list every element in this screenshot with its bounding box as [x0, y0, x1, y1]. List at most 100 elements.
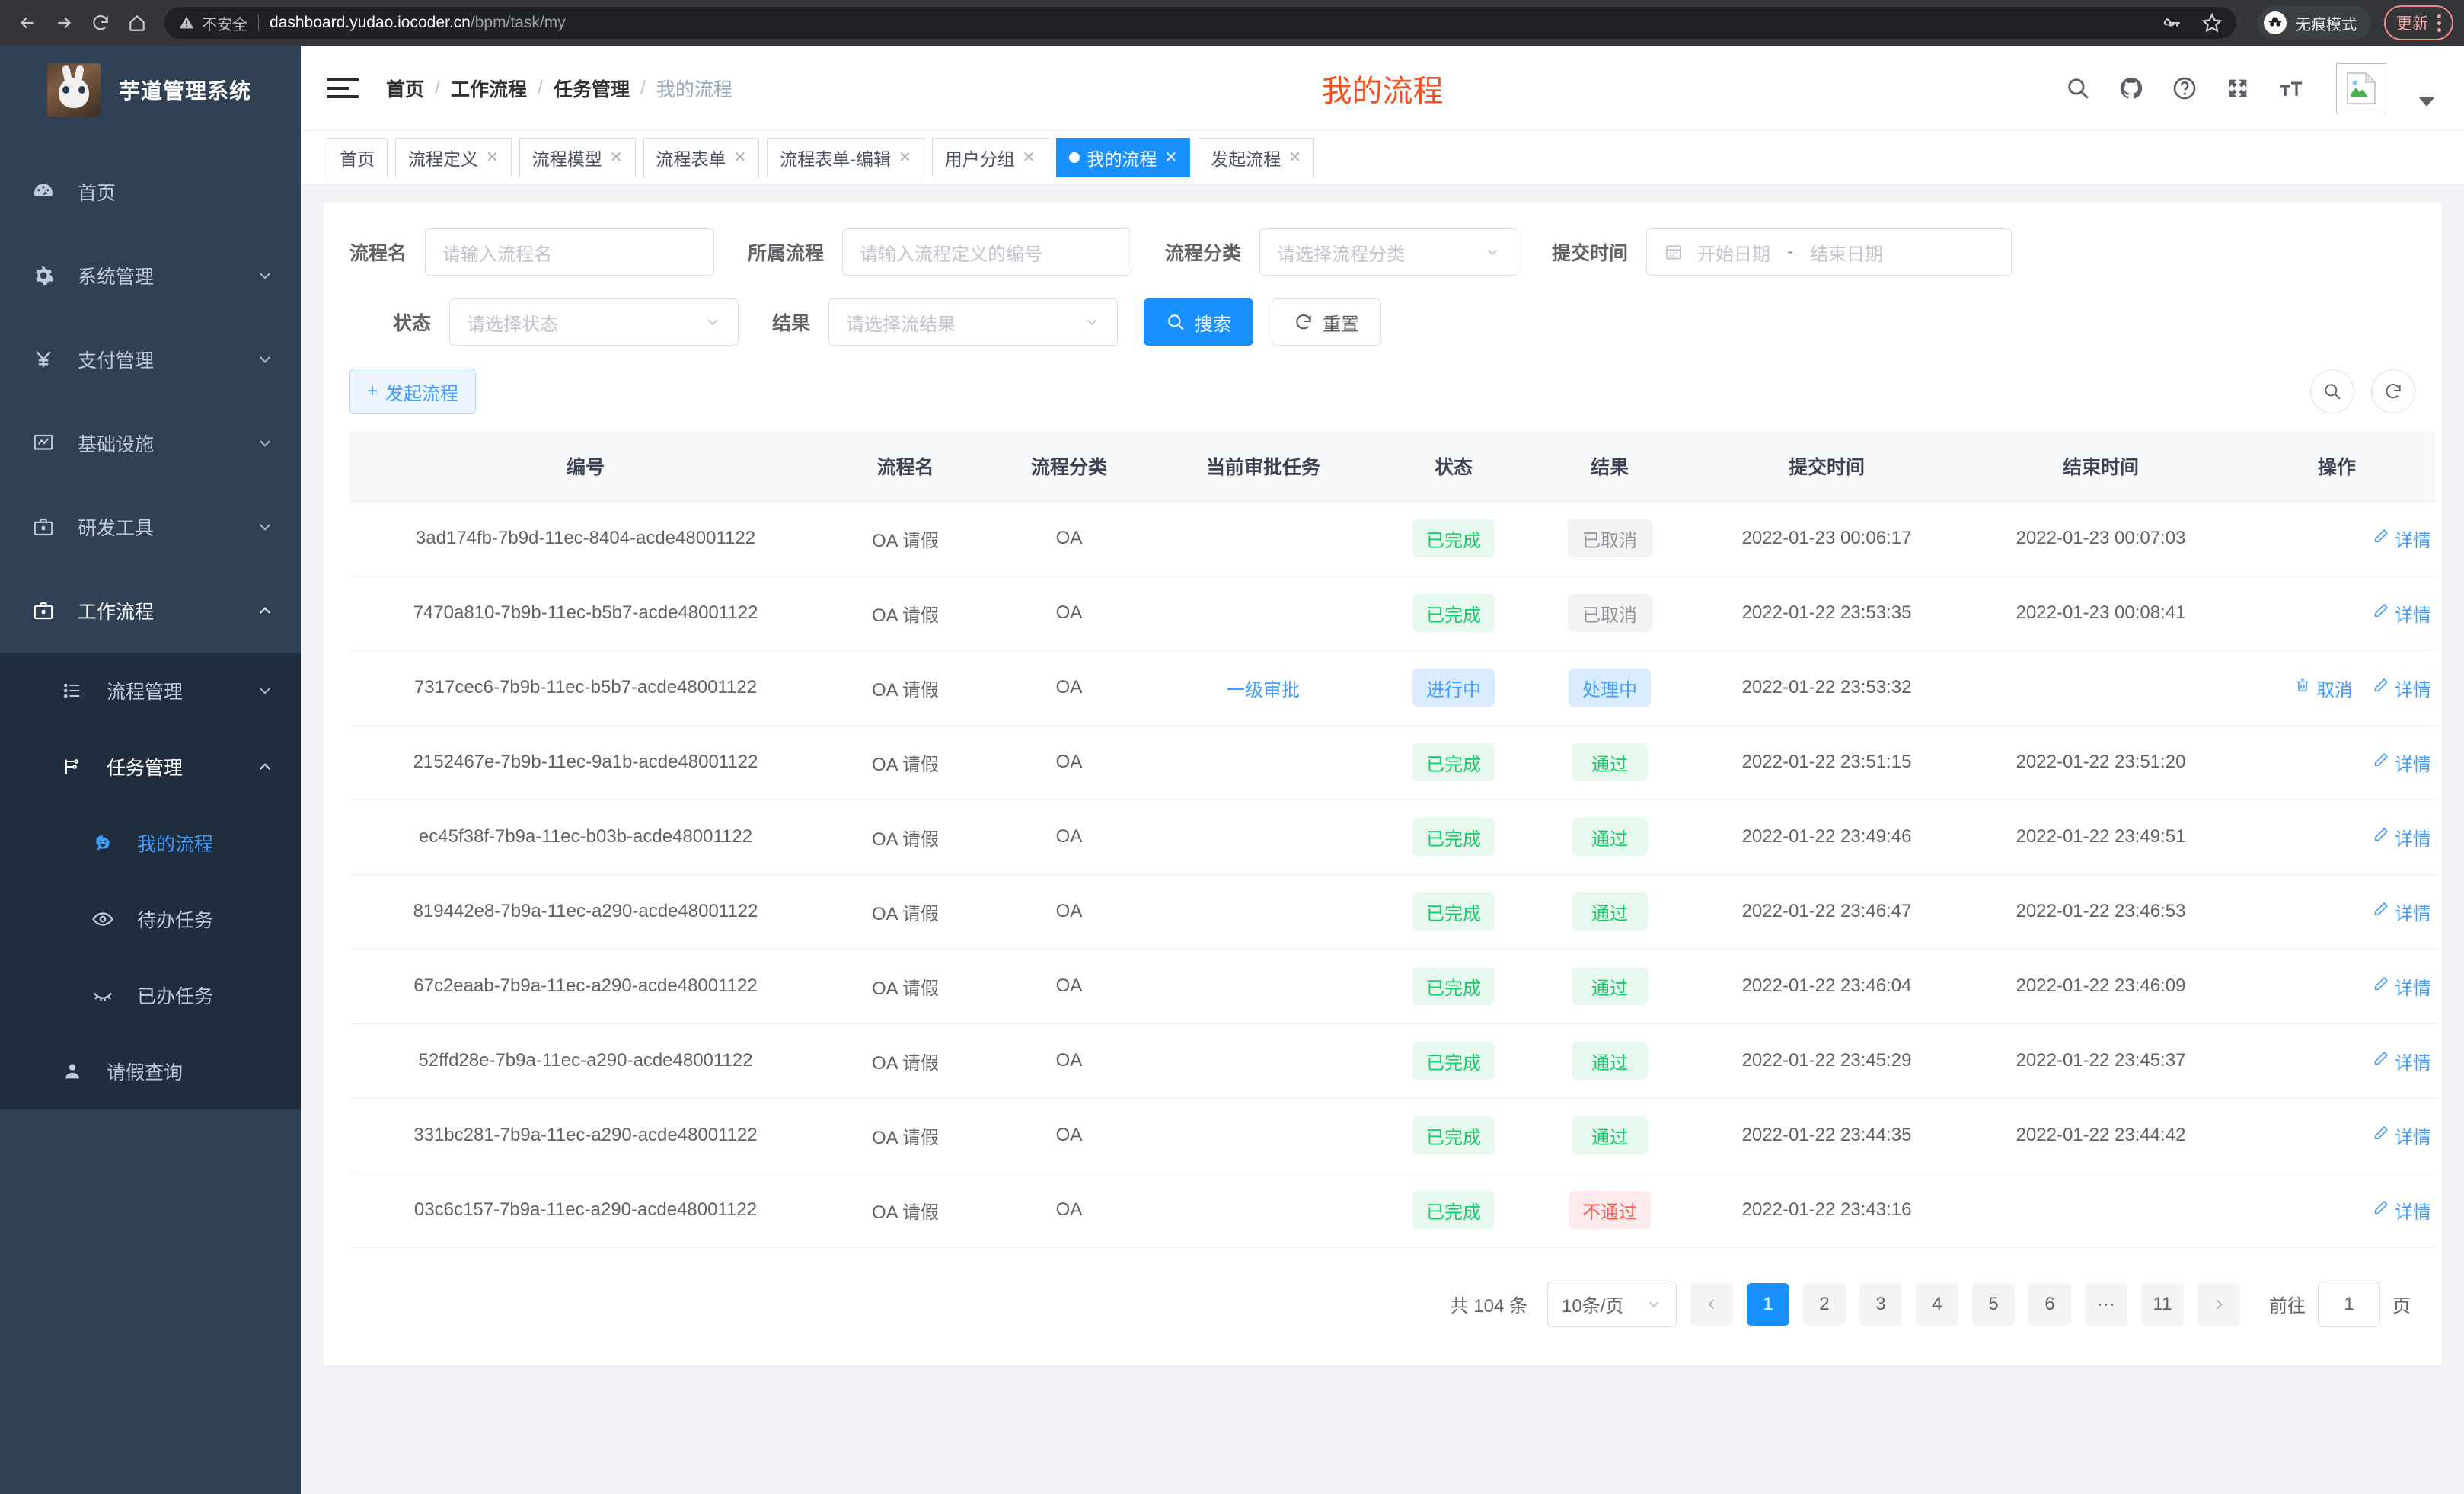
status-select[interactable]: 请选择状态: [449, 298, 739, 346]
sidebar-item-payment[interactable]: 支付管理: [0, 318, 301, 401]
table-row: 331bc281-7b9a-11ec-a290-acde48001122 OA 请…: [349, 1098, 2436, 1173]
sidebar-toggle-icon[interactable]: [327, 78, 359, 98]
sidebar-item-workflow[interactable]: 工作流程: [0, 569, 301, 653]
table-search-icon[interactable]: [2310, 369, 2354, 413]
table-row: 03c6c157-7b9a-11ec-a290-acde48001122 OA 请…: [349, 1173, 2436, 1248]
sidebar-item-system[interactable]: 系统管理: [0, 234, 301, 318]
current-task-link[interactable]: 一级审批: [1227, 679, 1300, 701]
fullscreen-icon[interactable]: [2225, 75, 2251, 101]
detail-link[interactable]: 详情: [2373, 973, 2431, 1000]
sidebar-item-todo-task[interactable]: 待办任务: [0, 881, 301, 957]
avatar[interactable]: [2336, 62, 2386, 113]
cell-status: 已完成: [1377, 874, 1530, 950]
table-refresh-icon[interactable]: [2371, 369, 2415, 413]
breadcrumb-item-3[interactable]: 任务管理: [553, 78, 630, 101]
detail-link[interactable]: 详情: [2373, 1122, 2431, 1149]
sidebar-item-done-task[interactable]: 已办任务: [0, 957, 301, 1033]
field-label: 流程名: [349, 243, 407, 264]
breadcrumb-item-2[interactable]: 工作流程: [450, 78, 527, 101]
page-button-4[interactable]: 4: [1916, 1282, 1958, 1326]
chrome-menu-icon[interactable]: [2437, 14, 2441, 32]
cell-name: OA 请假: [822, 576, 989, 651]
cell-end-time: [1964, 1173, 2238, 1248]
back-button[interactable]: [11, 6, 44, 40]
github-icon[interactable]: [2118, 75, 2144, 101]
process-name-input[interactable]: 请输入流程名: [425, 228, 715, 276]
tab-process-form-edit[interactable]: 流程表单-编辑 ✕: [767, 137, 924, 177]
chevron-down-icon[interactable]: [2418, 97, 2435, 107]
detail-link[interactable]: 详情: [2373, 600, 2431, 627]
cell-operation: 详情: [2238, 800, 2436, 875]
status-badge: 进行中: [1412, 669, 1495, 707]
result-badge: 通过: [1572, 818, 1648, 856]
table-row: 52ffd28e-7b9a-11ec-a290-acde48001122 OA 请…: [349, 1023, 2436, 1099]
detail-link[interactable]: 详情: [2373, 824, 2431, 851]
sidebar-item-my-process[interactable]: 我的流程: [0, 805, 301, 881]
page-ellipsis[interactable]: ···: [2085, 1282, 2127, 1326]
tab-process-form[interactable]: 流程表单 ✕: [643, 137, 760, 177]
close-icon[interactable]: ✕: [1288, 148, 1302, 166]
detail-link[interactable]: 详情: [2373, 1197, 2431, 1224]
tab-process-definition[interactable]: 流程定义 ✕: [395, 137, 512, 177]
belong-process-input[interactable]: 请输入流程定义的编号: [842, 228, 1132, 276]
goto-page-input[interactable]: 1: [2318, 1281, 2380, 1327]
cell-name: OA 请假: [822, 874, 989, 950]
incognito-indicator[interactable]: 无痕模式: [2258, 6, 2370, 40]
sidebar-logo[interactable]: 芋道管理系统: [0, 46, 301, 133]
close-icon[interactable]: ✕: [609, 148, 623, 166]
process-category-select[interactable]: 请选择流程分类: [1259, 228, 1519, 276]
update-button[interactable]: 更新: [2384, 5, 2453, 40]
op-label: 详情: [2395, 1052, 2431, 1074]
prev-page-button[interactable]: [1690, 1282, 1733, 1326]
tab-process-model[interactable]: 流程模型 ✕: [519, 137, 636, 177]
reload-button[interactable]: [84, 6, 117, 40]
result-select[interactable]: 请选择流结果: [828, 298, 1119, 346]
sidebar-item-infrastructure[interactable]: 基础设施: [0, 401, 301, 485]
sidebar-item-task-management[interactable]: 任务管理: [0, 729, 301, 805]
page-button-5[interactable]: 5: [1972, 1282, 2015, 1326]
add-process-button[interactable]: + 发起流程: [349, 369, 477, 414]
breadcrumb-item-1[interactable]: 首页: [386, 78, 425, 101]
close-icon[interactable]: ✕: [1022, 148, 1036, 166]
font-size-icon[interactable]: [2278, 75, 2304, 101]
sidebar-item-leave-query[interactable]: 请假查询: [0, 1033, 301, 1109]
page-size-select[interactable]: 10条/页: [1547, 1281, 1677, 1327]
tab-start-process[interactable]: 发起流程 ✕: [1198, 137, 1315, 177]
close-icon[interactable]: ✕: [486, 148, 499, 166]
trash-icon: [2294, 677, 2311, 699]
close-icon[interactable]: ✕: [1164, 148, 1178, 166]
detail-link[interactable]: 详情: [2373, 525, 2431, 552]
page-button-11[interactable]: 11: [2141, 1282, 2184, 1326]
detail-link[interactable]: 详情: [2373, 899, 2431, 925]
tab-home[interactable]: 首页: [327, 137, 388, 177]
sidebar-item-process-management[interactable]: 流程管理: [0, 653, 301, 729]
sidebar-item-devtools[interactable]: 研发工具: [0, 485, 301, 569]
chevron-up-icon: [259, 763, 271, 771]
reset-button[interactable]: 重置: [1272, 298, 1382, 346]
security-indicator[interactable]: 不安全: [178, 12, 247, 34]
tab-my-process[interactable]: 我的流程 ✕: [1055, 137, 1191, 177]
submit-time-daterange[interactable]: 开始日期 - 结束日期: [1646, 228, 2012, 276]
address-bar[interactable]: 不安全 dashboard.yudao.iocoder.cn/bpm/task/…: [164, 7, 2236, 39]
cell-id: ec45f38f-7b9a-11ec-b03b-acde48001122: [349, 800, 822, 875]
bookmark-star-icon[interactable]: [2201, 12, 2223, 34]
close-icon[interactable]: ✕: [733, 148, 747, 166]
next-page-button[interactable]: [2197, 1282, 2240, 1326]
page-button-2[interactable]: 2: [1803, 1282, 1846, 1326]
cancel-process-link[interactable]: 取消: [2294, 675, 2353, 701]
tab-user-group[interactable]: 用户分组 ✕: [931, 137, 1048, 177]
detail-link[interactable]: 详情: [2373, 749, 2431, 776]
help-icon[interactable]: [2172, 75, 2197, 101]
search-icon[interactable]: [2065, 75, 2091, 101]
page-button-3[interactable]: 3: [1859, 1282, 1902, 1326]
page-button-1[interactable]: 1: [1747, 1282, 1789, 1326]
detail-link[interactable]: 详情: [2373, 675, 2431, 701]
search-button[interactable]: 搜索: [1144, 298, 1254, 346]
detail-link[interactable]: 详情: [2373, 1048, 2431, 1074]
sidebar-item-home[interactable]: 首页: [0, 150, 301, 234]
forward-button[interactable]: [47, 6, 81, 40]
home-button[interactable]: [120, 6, 154, 40]
password-key-icon[interactable]: [2160, 12, 2182, 34]
close-icon[interactable]: ✕: [898, 148, 911, 166]
page-button-6[interactable]: 6: [2028, 1282, 2071, 1326]
